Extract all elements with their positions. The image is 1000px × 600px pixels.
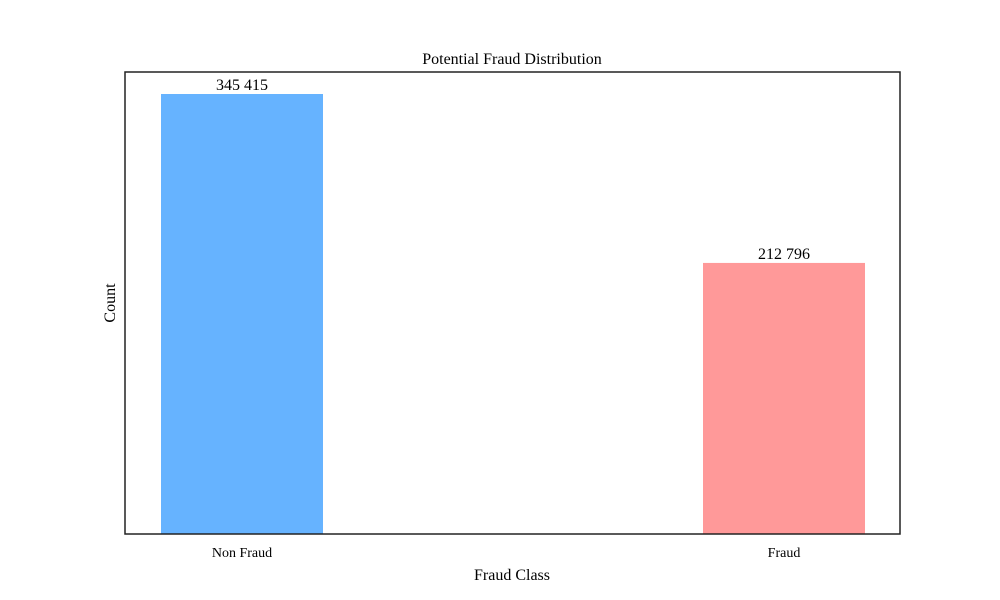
data-labels-layer: 345 415 212 796 bbox=[216, 77, 810, 263]
chart-title: Potential Fraud Distribution bbox=[422, 51, 602, 68]
y-axis-label: Count bbox=[102, 283, 119, 323]
data-label-non-fraud: 345 415 bbox=[216, 77, 268, 94]
data-label-fraud: 212 796 bbox=[758, 246, 810, 263]
x-tick-label-fraud: Fraud bbox=[768, 546, 801, 561]
x-axis-label: Fraud Class bbox=[474, 567, 550, 584]
plot-area-frame bbox=[124, 71, 901, 535]
bar-fraud bbox=[703, 262, 865, 534]
bar-non-fraud bbox=[161, 94, 323, 534]
x-tick-label-non-fraud: Non Fraud bbox=[212, 546, 272, 561]
bars-layer bbox=[161, 94, 865, 534]
x-tick-labels-layer: Non Fraud Fraud bbox=[212, 546, 800, 561]
